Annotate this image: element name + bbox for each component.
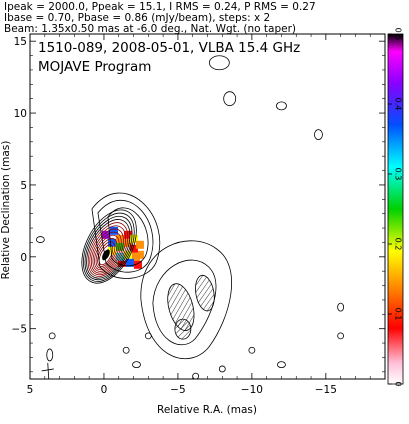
polarization-pixel	[115, 234, 124, 243]
x-tick-label: 0	[101, 384, 108, 396]
y-axis-label: Relative Declination (mas)	[0, 141, 12, 280]
polarization-pixel	[115, 252, 124, 261]
axis-ticks: 5 0 −5 −10 −15 15 10 5 0 −5	[12, 34, 386, 396]
noise-contour	[122, 346, 130, 354]
source-title: 1510-089, 2008-05-01, VLBA 15.4 GHz	[38, 40, 300, 56]
outer-jet-hatched-region	[195, 274, 215, 312]
polarization-pixel	[107, 246, 116, 255]
noise-contour	[314, 129, 323, 141]
colorbar-ticks: 0 0.1 0.2 0.3 0.4 0.5	[388, 28, 403, 387]
x-tick-label: 5	[27, 384, 34, 396]
polarization-pixel	[133, 260, 142, 269]
noise-contour	[144, 332, 152, 340]
program-title: MOJAVE Program	[38, 59, 151, 75]
polarization-pixel	[135, 240, 144, 249]
noise-contour	[132, 361, 141, 369]
y-tick-label: 10	[14, 108, 27, 120]
noise-contour	[48, 332, 56, 340]
noise-contour	[223, 91, 237, 107]
header-line-3: Beam: 1.35x0.50 mas at -6.0 deg., Nat. W…	[4, 23, 296, 35]
core-contour	[86, 219, 131, 279]
colorbar-tick-label: 0.4	[394, 98, 403, 111]
noise-contour	[337, 332, 345, 340]
header-line-2: Ibase = 0.70, Pbase = 0.86 (mJy/beam), s…	[4, 12, 270, 24]
colorbar-tick-label: 0	[394, 381, 403, 386]
polarization-pixel	[115, 242, 124, 251]
core-contour	[95, 238, 118, 269]
noise-contour	[218, 365, 226, 373]
polarization-pixel	[125, 258, 134, 267]
beam-cross-minor	[47, 362, 50, 379]
noise-contour	[208, 55, 230, 71]
jet-contour	[107, 207, 149, 267]
polarization-pixel	[137, 250, 144, 259]
y-tick-label: 15	[14, 36, 27, 48]
core-contour	[94, 234, 120, 271]
noise-contour	[248, 346, 256, 354]
y-tick-label: −5	[12, 324, 27, 336]
y-tick-label: 0	[20, 252, 27, 264]
polarization-pixel	[123, 238, 132, 247]
x-tick-label: −15	[315, 384, 337, 396]
x-tick-label: −5	[170, 384, 185, 396]
knot-contour	[46, 348, 54, 362]
header-line-1: Ipeak = 2000.0, Ppeak = 15.1, I RMS = 0.…	[4, 1, 316, 13]
core-contour	[83, 212, 135, 282]
colorbar-tick-label: 0.5	[394, 28, 403, 41]
outer-jet-hatched-region	[174, 318, 192, 340]
polarization-pixel	[101, 230, 110, 239]
beam-cross-major	[41, 368, 54, 372]
noise-contour	[277, 361, 286, 369]
plot-frame	[29, 33, 386, 380]
core-contour	[98, 244, 114, 266]
core-contour	[89, 225, 127, 276]
outer-jet-contour	[140, 240, 232, 360]
colorbar-tick-label: 0.3	[394, 168, 403, 181]
colorbar-tick-label: 0.2	[394, 238, 403, 251]
polarization-pixel	[129, 244, 138, 253]
map-content	[35, 55, 345, 379]
core-peak	[102, 249, 110, 261]
y-tick-label: 5	[20, 180, 27, 192]
core-contour	[87, 222, 129, 277]
polarization-pixel	[109, 226, 118, 235]
core-contour	[81, 209, 137, 284]
core-contour	[90, 228, 124, 274]
colorbar	[387, 33, 404, 385]
polarization-pixel	[123, 250, 132, 259]
x-axis-label: Relative R.A. (mas)	[157, 404, 257, 416]
x-tick-label: −10	[241, 384, 263, 396]
polarization-pixel	[131, 252, 140, 261]
jet-contour	[97, 199, 154, 273]
noise-contour	[337, 302, 345, 312]
colorbar-tick-label: 0.1	[394, 308, 403, 321]
noise-contour	[35, 236, 45, 243]
polarization-pixel	[107, 238, 116, 247]
core-contour	[84, 215, 133, 281]
noise-contour	[276, 101, 287, 111]
